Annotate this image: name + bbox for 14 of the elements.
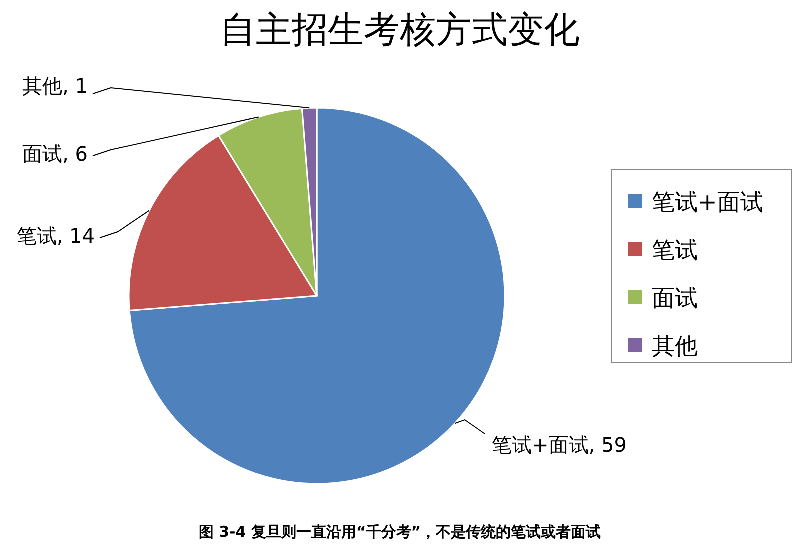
data-label: , 6 [62,142,88,166]
legend-label: 笔试+面试 [652,190,764,216]
legend-label: 笔试 [652,238,698,264]
data-label: , 1 [62,74,88,98]
slice-label: 笔试+面试 [492,433,589,457]
legend-label: 其他 [652,334,698,360]
slice-label: 其他 [22,74,63,98]
caption: 图 3-4 复旦则一直沿用“千分考”，不是传统的笔试或者面试 [198,523,602,541]
slice-label: 笔试 [16,224,57,248]
slice-label: 面试 [22,142,63,166]
legend-label: 面试 [652,286,698,312]
data-label: , 14 [56,224,95,248]
chart-title: 自主招生考核方式变化 [220,10,580,51]
data-label: , 59 [588,433,627,457]
